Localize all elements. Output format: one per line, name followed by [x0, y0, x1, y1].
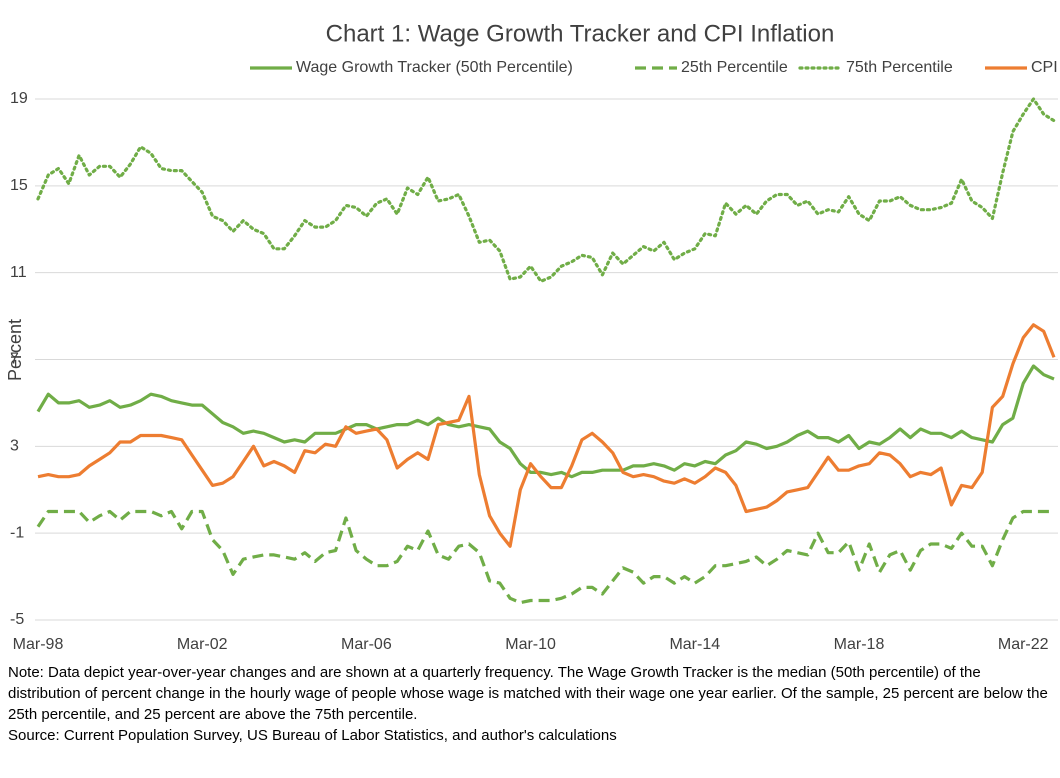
source: Source: Current Population Survey, US Bu…: [8, 727, 617, 744]
x-tick-label: Mar-06: [341, 636, 392, 653]
legend-label: 25th Percentile: [681, 59, 788, 76]
series-line: [36, 97, 1056, 283]
series-line: [36, 364, 1055, 479]
note-block: Note: Data depict year-over-year changes…: [8, 662, 1053, 746]
y-axis-label: Percent: [5, 319, 25, 381]
y-tick-label: -5: [10, 611, 24, 628]
legend-label: CPI: [1031, 59, 1058, 76]
series-line: [36, 509, 1054, 605]
y-tick-label: 7: [10, 351, 19, 368]
note: Note: Data depict year-over-year changes…: [8, 664, 1048, 723]
chart: Chart 1: Wage Growth Tracker and CPI Inf…: [5, 20, 1058, 653]
legend-label: Wage Growth Tracker (50th Percentile): [296, 59, 573, 76]
legend-label: 75th Percentile: [846, 59, 953, 76]
y-tick-label: -1: [10, 524, 24, 541]
y-tick-label: 15: [10, 177, 28, 194]
y-tick-label: 19: [10, 90, 28, 107]
x-tick-label: Mar-18: [834, 636, 885, 653]
series-line: [37, 323, 1056, 548]
x-tick-label: Mar-02: [177, 636, 228, 653]
y-tick-label: 11: [10, 264, 27, 281]
x-tick-label: Mar-98: [13, 636, 64, 653]
chart-title: Chart 1: Wage Growth Tracker and CPI Inf…: [326, 20, 835, 47]
x-tick-label: Mar-10: [505, 636, 556, 653]
x-tick-label: Mar-14: [669, 636, 720, 653]
y-tick-label: 3: [10, 438, 19, 455]
x-tick-label: Mar-22: [998, 636, 1049, 653]
